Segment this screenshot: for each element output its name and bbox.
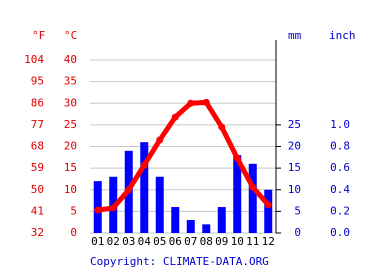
mm-tick-label: 25 — [288, 118, 301, 131]
fahrenheit-tick-label: 86 — [31, 96, 44, 109]
fahrenheit-tick-label: 68 — [31, 140, 44, 153]
celsius-tick-label: 5 — [70, 204, 77, 217]
celsius-label: °C — [64, 29, 77, 42]
temperature-point — [202, 98, 210, 106]
fahrenheit-tick-label: 59 — [31, 161, 44, 174]
celsius-tick-label: 25 — [64, 118, 77, 131]
fahrenheit-tick-label: 95 — [31, 75, 44, 88]
mm-tick-label: 0 — [294, 226, 301, 239]
bar — [140, 142, 149, 233]
inch-tick-label: 0.0 — [330, 226, 350, 239]
inch-tick-label: 0.8 — [330, 140, 350, 153]
x-tick-label: 07 — [184, 235, 197, 248]
bar — [248, 163, 257, 233]
x-tick-label: 06 — [169, 235, 182, 248]
temperature-line — [97, 99, 271, 213]
bar — [217, 207, 226, 233]
temperature-point — [187, 99, 195, 107]
bar — [171, 207, 180, 233]
x-tick-label: 11 — [246, 235, 259, 248]
fahrenheit-tick-label: 32 — [31, 226, 44, 239]
bar — [202, 224, 211, 233]
bar — [186, 220, 195, 233]
x-tick-label: 01 — [91, 235, 104, 248]
inch-tick-label: 0.4 — [330, 183, 350, 196]
x-tick-label: 02 — [107, 235, 120, 248]
source: Copyright: CLIMATE-DATA.ORG — [90, 255, 269, 268]
inch-label: inch — [329, 29, 356, 42]
fahrenheit-label: °F — [32, 29, 45, 42]
celsius-tick-label: 20 — [64, 140, 77, 153]
x-tick-label: 04 — [138, 235, 152, 248]
temperature-point — [109, 204, 117, 212]
bar — [155, 176, 164, 233]
fahrenheit-tick-label: 50 — [31, 183, 44, 196]
x-tick-label: 08 — [200, 235, 213, 248]
celsius-tick-label: 15 — [64, 161, 77, 174]
celsius-tick-label: 10 — [64, 183, 77, 196]
temperature-point — [171, 113, 179, 121]
celsius-tick-label: 35 — [64, 75, 77, 88]
mm-tick-label: 5 — [294, 204, 301, 217]
mm-tick-label: 10 — [288, 183, 301, 196]
mm-tick-label: 15 — [288, 161, 301, 174]
x-tick-label: 03 — [122, 235, 135, 248]
temperature-point — [125, 186, 133, 194]
x-tick-label: 05 — [153, 235, 166, 248]
bar — [233, 155, 242, 233]
fahrenheit-tick-label: 104 — [24, 53, 44, 66]
bar — [264, 189, 273, 233]
temperature-point — [233, 154, 241, 162]
x-tick-label: 12 — [262, 235, 275, 248]
fahrenheit-tick-label: 41 — [31, 204, 44, 217]
celsius-tick-label: 0 — [70, 226, 77, 239]
temperature-point — [264, 201, 272, 209]
inch-tick-label: 1.0 — [330, 118, 350, 131]
inch-tick-label: 0.6 — [330, 161, 350, 174]
temperature-point — [218, 123, 226, 131]
celsius-tick-label: 40 — [64, 53, 77, 66]
inch-tick-label: 0.2 — [330, 204, 350, 217]
temperature-point — [140, 161, 148, 169]
mm-tick-label: 20 — [288, 140, 301, 153]
temperature-point — [94, 206, 102, 214]
fahrenheit-tick-label: 77 — [31, 118, 44, 131]
temperature-point — [249, 183, 257, 191]
x-tick-label: 10 — [231, 235, 244, 248]
celsius-tick-label: 30 — [64, 96, 77, 109]
temperature-point — [156, 136, 164, 144]
mm-label: mm — [288, 29, 302, 42]
x-tick-label: 09 — [215, 235, 228, 248]
